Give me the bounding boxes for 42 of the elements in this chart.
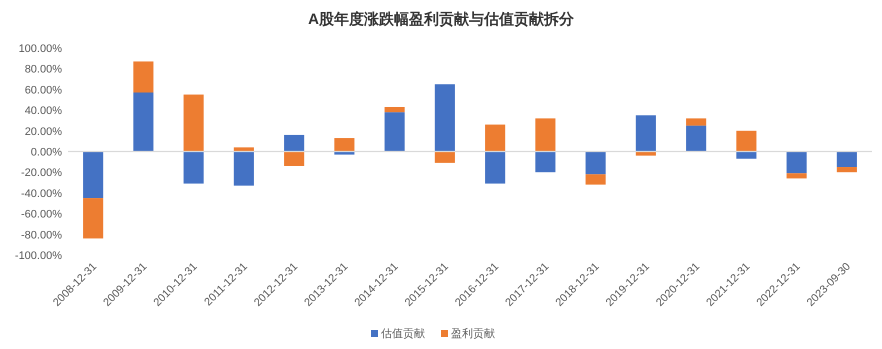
bar — [586, 152, 606, 174]
bar — [133, 61, 154, 93]
bar — [184, 152, 204, 184]
y-tick-label: 100.00% — [18, 43, 62, 55]
y-tick-label: 80.00% — [24, 64, 62, 76]
legend-label: 估值贡献 — [381, 328, 425, 340]
bar — [836, 167, 857, 172]
bar — [636, 115, 656, 152]
y-tick-label: 20.00% — [24, 126, 62, 138]
bar — [736, 130, 756, 152]
bar — [686, 118, 706, 126]
bar — [485, 152, 506, 184]
bar — [133, 92, 154, 152]
legend-label: 盈利贡献 — [451, 327, 495, 340]
bar — [586, 174, 606, 185]
y-tick-label: -40.00% — [21, 188, 62, 200]
bar — [334, 138, 354, 152]
chart-title: A股年度涨跌幅盈利贡献与估值贡献拆分 — [308, 10, 575, 28]
y-tick-label: 60.00% — [24, 84, 62, 96]
y-tick-label: -60.00% — [21, 208, 62, 221]
bar — [535, 152, 556, 172]
bar — [284, 134, 304, 152]
bar — [434, 152, 455, 163]
y-tick-label: -20.00% — [21, 167, 62, 180]
y-tick-label: -100.00% — [14, 250, 62, 262]
y-tick-label: 0.00% — [30, 146, 62, 158]
bar — [485, 124, 506, 152]
bar — [434, 84, 455, 152]
bar — [384, 106, 405, 112]
y-tick-label: -80.00% — [21, 229, 62, 242]
y-tick-label: 40.00% — [24, 105, 62, 118]
bar — [184, 94, 204, 152]
bar — [535, 118, 556, 152]
bar — [284, 152, 304, 166]
bar — [384, 112, 405, 152]
bar — [83, 152, 104, 198]
bar — [83, 198, 104, 238]
bar — [786, 152, 807, 174]
bar — [686, 126, 706, 152]
bar — [234, 152, 254, 186]
bar — [836, 152, 857, 168]
bar — [786, 173, 807, 178]
